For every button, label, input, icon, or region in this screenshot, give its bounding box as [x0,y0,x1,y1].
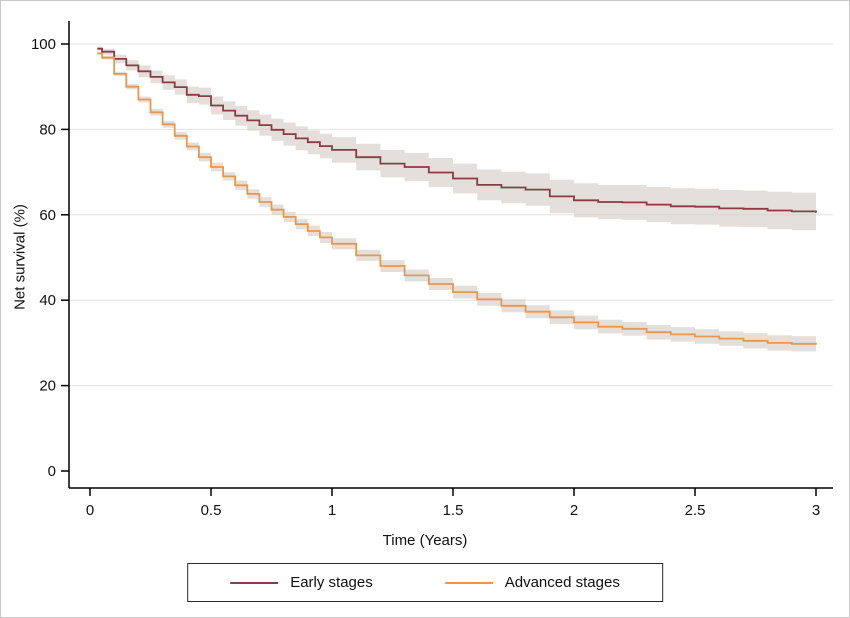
y-tick-label: 0 [48,463,56,480]
legend: Early stages Advanced stages [187,563,663,602]
x-tick-label: 1 [328,502,336,519]
advanced-stages-line-swatch [444,581,493,584]
survival-curve [97,47,817,213]
x-tick-label: 0 [86,502,94,519]
x-tick-label: 0.5 [201,502,222,519]
legend-label-early-stages: Early stages [290,574,373,591]
y-tick-label: 60 [39,207,56,224]
legend-item-early-stages: Early stages [230,574,373,591]
y-tick-label: 100 [31,36,56,53]
y-tick-label: 40 [39,292,56,309]
ci-band [97,46,817,232]
x-tick-label: 3 [812,502,820,519]
legend-item-advanced-stages: Advanced stages [444,574,620,591]
survival-curve [97,52,817,345]
early-stages-line-swatch [230,581,279,584]
x-axis-label: Time (Years) [382,532,468,549]
y-tick-label: 80 [39,121,56,138]
plot-svg: 0 20 40 60 80 100 0 0.5 1 1.5 2 2.5 3 [31,21,833,519]
legend-label-advanced-stages: Advanced stages [504,574,620,591]
x-tick-label: 1.5 [443,502,464,519]
x-tick-label: 2.5 [685,502,706,519]
y-axis-label: Net survival (%) [11,204,29,310]
x-tick-label: 2 [570,502,578,519]
y-tick-label: 20 [39,378,56,395]
